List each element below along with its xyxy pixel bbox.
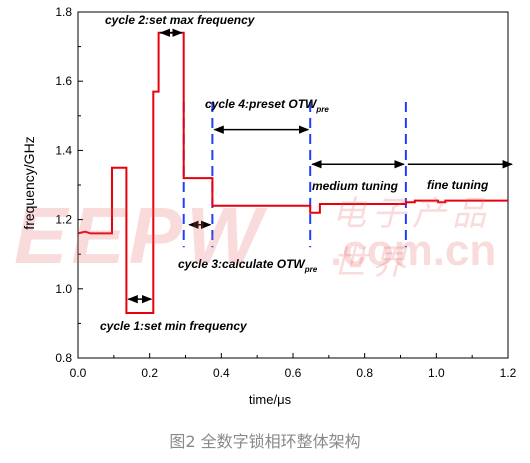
- series-line: [77, 31, 508, 314]
- annotation-cycle2: cycle 2:set max frequency: [105, 13, 256, 27]
- annotation-cycle4: cycle 4:preset OTWpre: [205, 97, 329, 114]
- x-tick-label: 0.2: [141, 366, 158, 380]
- axes-frame: [77, 11, 509, 359]
- y-tick-label: 0.8: [55, 351, 72, 365]
- watermark-domain: .com.cn: [330, 226, 497, 275]
- x-axis-label: time/μs: [248, 392, 292, 407]
- annotation-cycle4-main: cycle 4:preset OTW: [205, 97, 318, 111]
- y-tick-label: 1.4: [55, 143, 72, 157]
- annotation-cycle3-main: cycle 3:calculate OTW: [178, 257, 306, 271]
- x-tick-label: 0.4: [213, 366, 230, 380]
- annotation-cycle4-sub: pre: [315, 105, 329, 114]
- annotation-fine-tuning: fine tuning: [427, 178, 489, 192]
- x-tick-label: 0.8: [356, 366, 373, 380]
- annotation-cycle1: cycle 1:set min frequency: [100, 319, 248, 333]
- x-tick-label: 0.0: [70, 366, 87, 380]
- annotations: cycle 1:set min frequency cycle 2:set ma…: [100, 13, 489, 333]
- x-tick-label: 1.0: [428, 366, 445, 380]
- figure-caption: 图2 全数字锁相环整体架构: [169, 432, 361, 451]
- watermark-eepw: EEPW: [14, 191, 266, 280]
- x-tick-label: 1.2: [500, 366, 517, 380]
- series-layer: [77, 31, 508, 314]
- annotation-arrows: [127, 28, 514, 304]
- annotation-medium-tuning: medium tuning: [312, 179, 399, 193]
- watermark-chinese: 电子产品世界: [332, 194, 492, 283]
- y-axis-label: frequency/GHz: [21, 136, 37, 230]
- tick-labels: 0.0 0.2 0.4 0.6 0.8 1.0 1.2 0.8 1.0 1.2 1.4 1.6 1.8: [55, 5, 516, 380]
- y-tick-label: 1.2: [55, 213, 72, 227]
- y-tick-label: 1.8: [55, 5, 72, 19]
- x-tick-label: 0.6: [285, 366, 302, 380]
- y-tick-label: 1.0: [55, 282, 72, 296]
- annotation-cycle3-sub: pre: [304, 265, 318, 274]
- annotation-cycle3: cycle 3:calculate OTWpre: [178, 257, 318, 274]
- y-tick-label: 1.6: [55, 74, 72, 88]
